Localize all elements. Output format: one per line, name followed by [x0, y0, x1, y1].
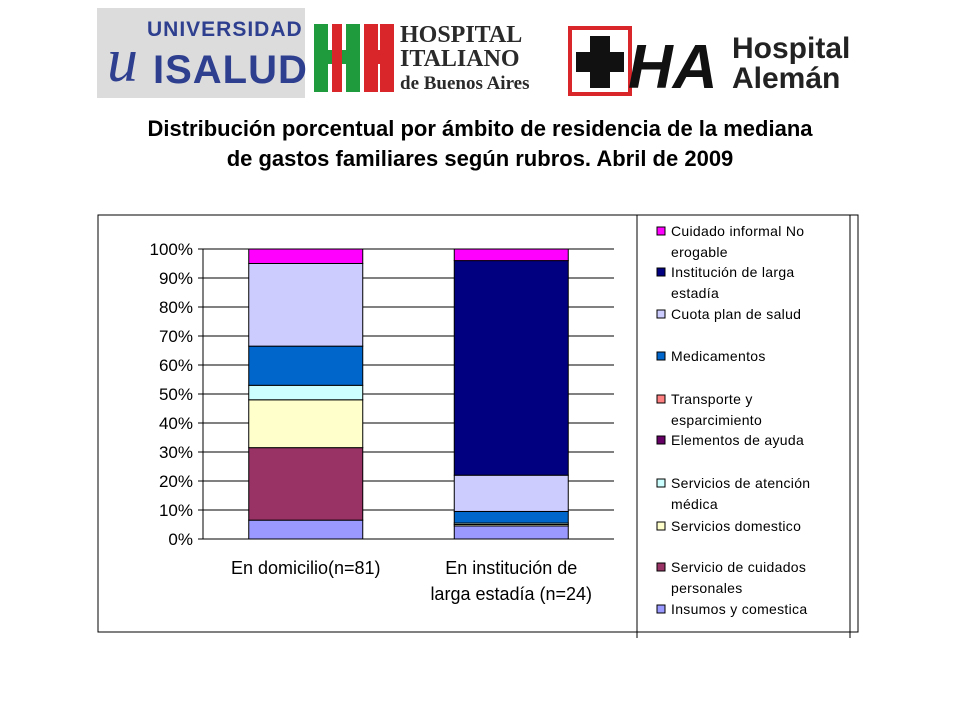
- x-category-label: larga estadía (n=24): [430, 584, 592, 604]
- legend-entry: Elementos de ayuda: [656, 432, 804, 448]
- x-axis-labels: En domicilio(n=81) En institución de larga…: [231, 558, 592, 604]
- italiano-line3: de Buenos Aires: [400, 73, 530, 94]
- bar-segment: [248, 263, 364, 347]
- isalud-logo-mark: u: [107, 27, 138, 95]
- italiano-cross-icon: [314, 24, 394, 92]
- y-tick-label: 10%: [159, 501, 193, 520]
- y-tick-label: 0%: [168, 530, 193, 549]
- legend-entry: Insumos y comestica: [656, 601, 807, 617]
- hospital-aleman-logo: HA Hospital Alemán: [568, 26, 878, 98]
- bar-segment: [453, 474, 569, 512]
- hospital-italiano-logo: HOSPITAL ITALIANO de Buenos Aires: [312, 20, 562, 98]
- legend-label: personales: [671, 580, 743, 596]
- legend-swatch: [656, 309, 666, 319]
- bar-segment: [248, 384, 364, 401]
- aleman-mark-text: HA: [628, 33, 718, 96]
- legend-label: Transporte y: [671, 391, 753, 407]
- legend-label: Servicios domestico: [671, 518, 801, 534]
- bar-segment: [248, 399, 364, 449]
- y-axis-ticks: 0% 10% 20% 30% 40% 50% 60% 70% 80% 90% 100%: [150, 240, 203, 549]
- aleman-line2: Alemán: [732, 62, 841, 95]
- legend-entry: Transporte y esparcimiento: [656, 391, 762, 428]
- isalud-logo-bottom-text: ISALUD: [153, 48, 308, 92]
- bar-segment: [453, 260, 569, 476]
- bars: [248, 248, 569, 540]
- y-tick-label: 100%: [150, 240, 193, 259]
- legend-swatch: [656, 267, 666, 277]
- legend-label: Servicio de cuidados: [671, 559, 806, 575]
- legend-entry: Servicio de cuidados personales: [656, 559, 806, 596]
- bar-segment: [248, 345, 364, 386]
- bar-segment: [453, 510, 569, 524]
- x-category-label: En institución de: [445, 558, 577, 578]
- aleman-cross-icon: HA: [568, 26, 718, 96]
- legend-swatch: [656, 394, 666, 404]
- legend-label: estadía: [671, 285, 719, 301]
- legend-swatch: [656, 478, 666, 488]
- bar-segment: [248, 519, 364, 540]
- legend-label: esparcimiento: [671, 412, 762, 428]
- legend-label: Cuota plan de salud: [671, 306, 801, 322]
- chart-title-line-2: de gastos familiares según rubros. Abril…: [226, 146, 734, 171]
- legend-swatch: [656, 351, 666, 361]
- y-tick-label: 30%: [159, 443, 193, 462]
- legend-label: Medicamentos: [671, 348, 766, 364]
- legend-label: Cuidado informal No: [671, 223, 804, 239]
- italiano-line2: ITALIANO: [400, 46, 520, 72]
- bar-segment: [248, 248, 364, 264]
- y-tick-label: 60%: [159, 356, 193, 375]
- bar-segment: [453, 248, 569, 262]
- legend-label: erogable: [671, 244, 728, 260]
- x-category-label: En domicilio(n=81): [231, 558, 381, 578]
- chart-title: Distribución porcentual por ámbito de re…: [40, 114, 920, 174]
- y-tick-label: 40%: [159, 414, 193, 433]
- legend-label: Institución de larga: [671, 264, 795, 280]
- y-tick-label: 20%: [159, 472, 193, 491]
- bar-segment: [453, 525, 569, 540]
- bar-segment: [248, 447, 364, 521]
- legend-entry: Servicios de atención médica: [656, 475, 810, 512]
- legend-label: Servicios de atención: [671, 475, 810, 491]
- legend-label: Elementos de ayuda: [671, 432, 804, 448]
- y-tick-label: 70%: [159, 327, 193, 346]
- legend-swatch: [656, 604, 666, 614]
- legend-label: médica: [671, 496, 718, 512]
- italiano-line1: HOSPITAL: [400, 22, 523, 48]
- legend: Cuidado informal No erogable Institución d…: [656, 223, 810, 617]
- isalud-logo: u UNIVERSIDAD ISALUD: [97, 8, 308, 98]
- legend-entry: Institución de larga estadía: [656, 264, 795, 301]
- legend-swatch: [656, 226, 666, 236]
- chart-title-line-1: Distribución porcentual por ámbito de re…: [147, 116, 813, 141]
- legend-swatch: [656, 562, 666, 572]
- y-tick-label: 90%: [159, 269, 193, 288]
- y-tick-label: 50%: [159, 385, 193, 404]
- legend-swatch: [656, 521, 666, 531]
- isalud-logo-top-text: UNIVERSIDAD: [147, 18, 303, 41]
- legend-entry: Servicios domestico: [656, 518, 801, 534]
- legend-label: Insumos y comestica: [671, 601, 807, 617]
- legend-swatch: [656, 435, 666, 445]
- legend-entry: Cuota plan de salud: [656, 306, 801, 322]
- legend-entry: Medicamentos: [656, 348, 766, 364]
- y-tick-label: 80%: [159, 298, 193, 317]
- legend-entry: Cuidado informal No erogable: [656, 223, 804, 260]
- aleman-line1: Hospital: [732, 32, 851, 65]
